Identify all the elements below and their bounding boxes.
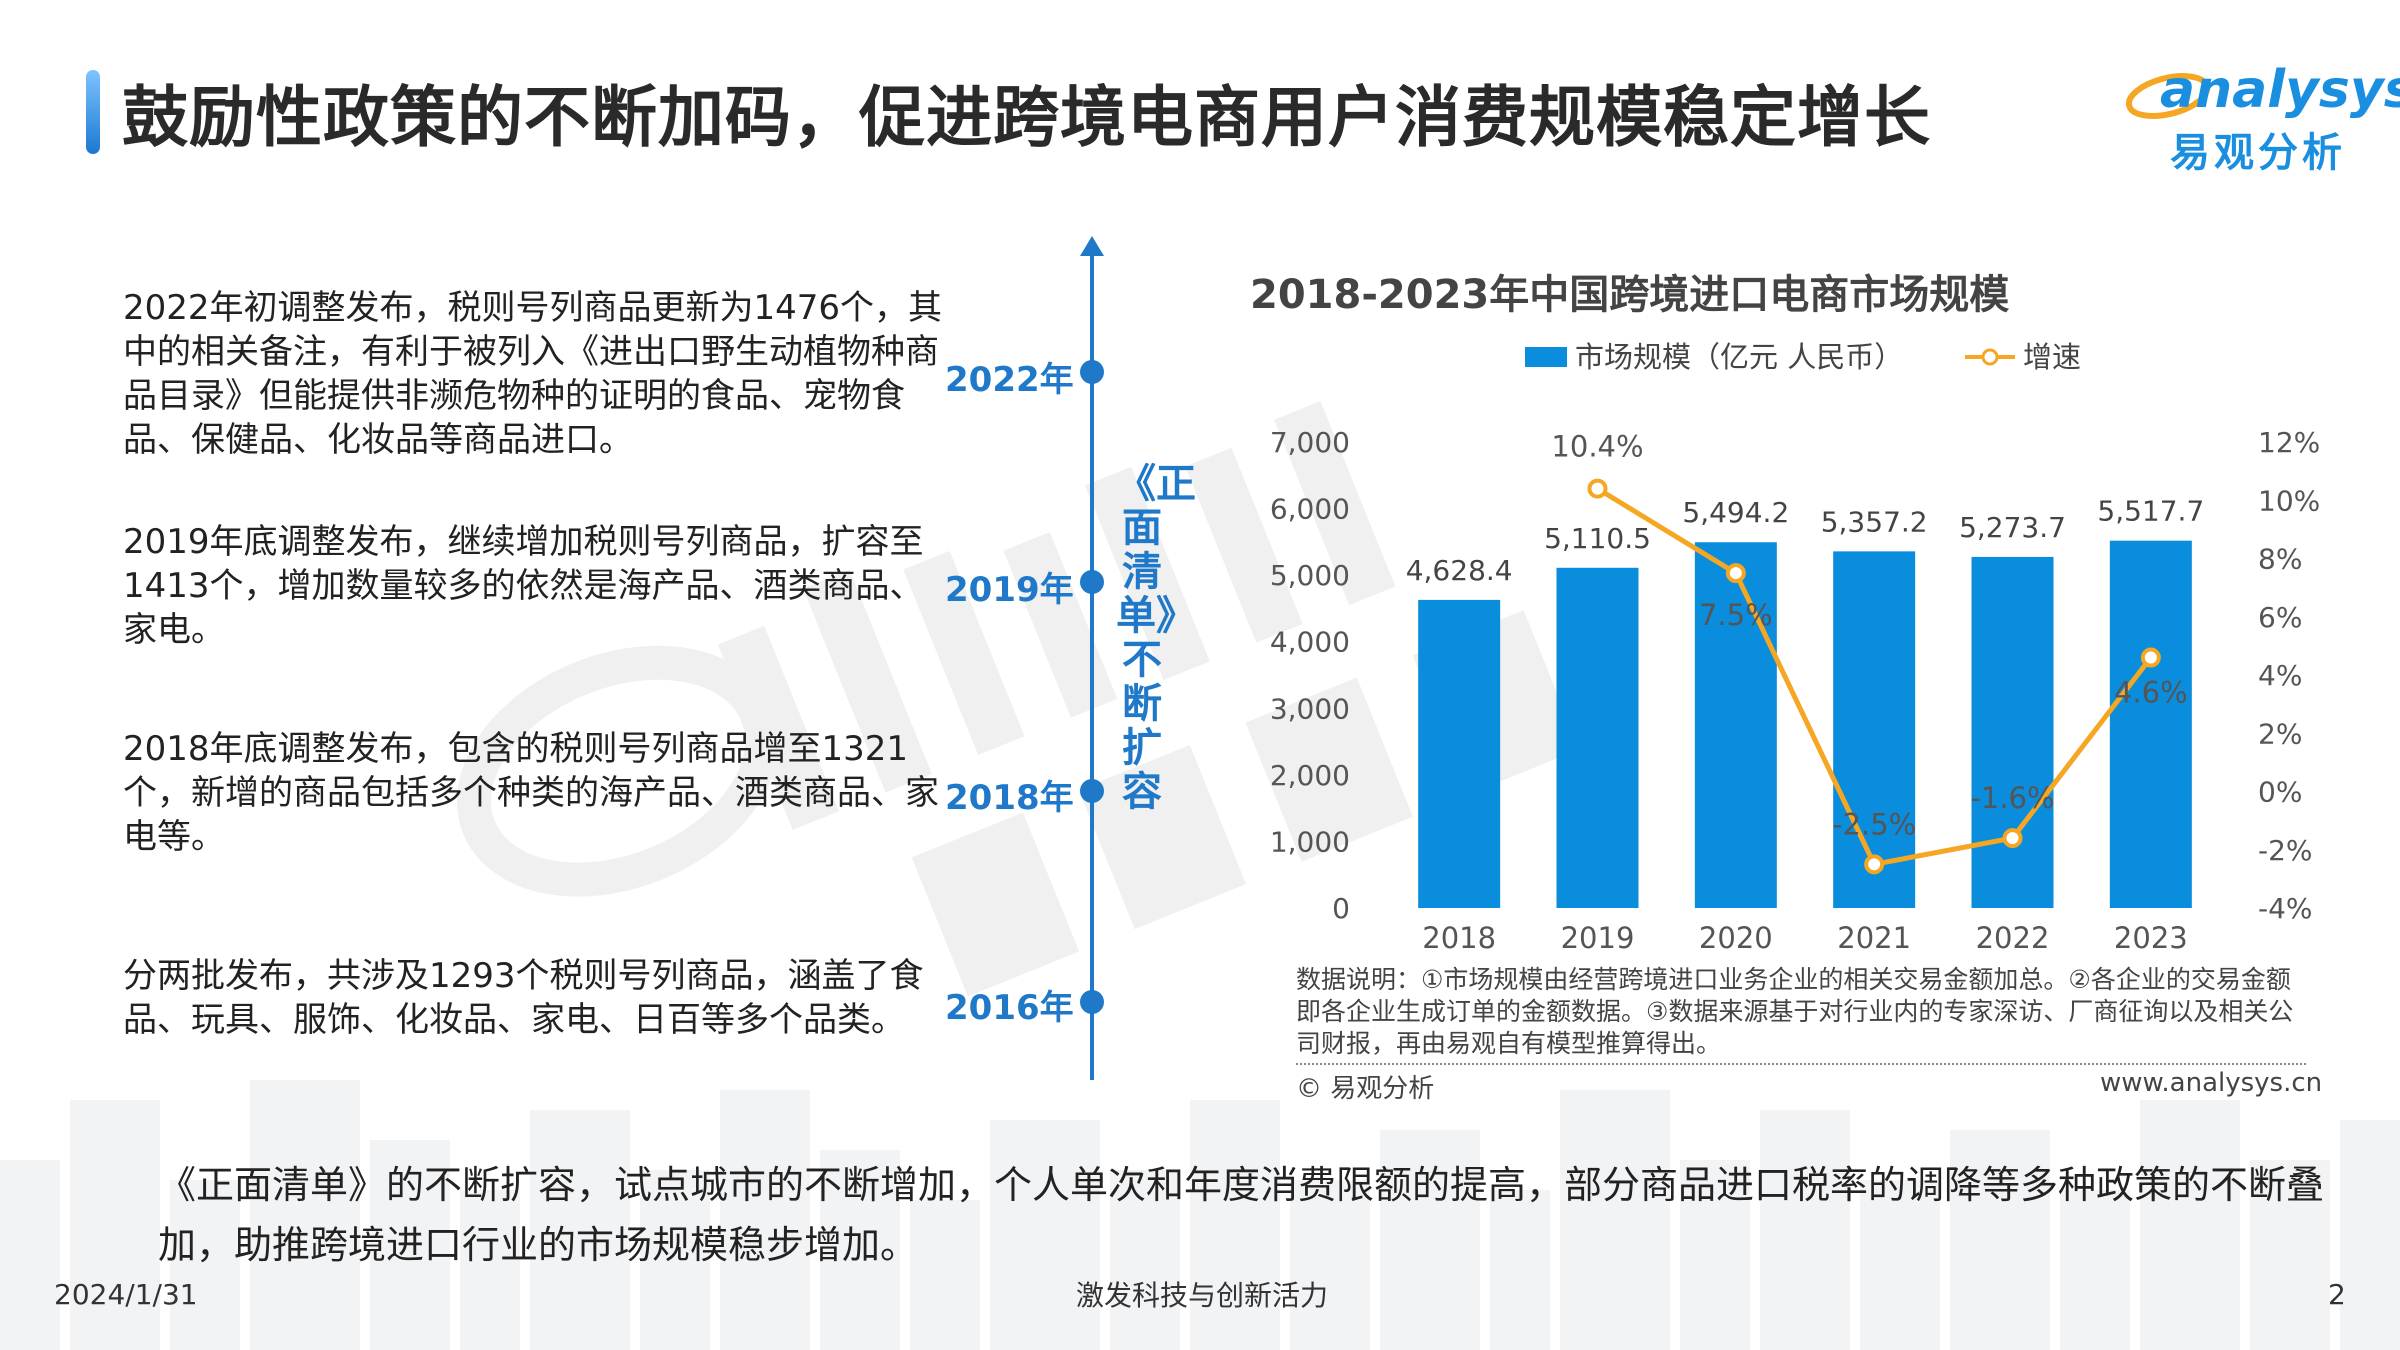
right-axis-tick-label: 6% bbox=[2258, 601, 2302, 634]
bar-2022 bbox=[1971, 556, 2054, 908]
growth-value-label: 7.5% bbox=[1699, 598, 1773, 632]
legend-line-label: 增速 bbox=[2023, 340, 2081, 374]
website-link[interactable]: www.analysys.cn bbox=[2100, 1068, 2323, 1098]
bar-2020 bbox=[1694, 542, 1777, 908]
analysys-logo-icon bbox=[2125, 73, 2211, 119]
growth-value-label: 4.6% bbox=[2114, 676, 2188, 710]
footer-date: 2024/1/31 bbox=[54, 1278, 198, 1311]
bar-value-label: 4,628.4 bbox=[1406, 554, 1513, 587]
timeline-dot-2016 bbox=[1080, 990, 1104, 1014]
bar-value-label: 5,357.2 bbox=[1821, 505, 1928, 538]
note-divider bbox=[1296, 1063, 2306, 1065]
city-skyline-background bbox=[0, 1080, 2400, 1350]
timeline-year-2019: 2019年 bbox=[945, 570, 1074, 610]
x-axis-tick-label: 2020 bbox=[1699, 921, 1773, 955]
growth-value-label: -2.5% bbox=[1832, 807, 1916, 841]
left-axis-tick-label: 7,000 bbox=[1270, 426, 1350, 459]
bar-value-label: 5,494.2 bbox=[1682, 496, 1789, 529]
logo-subtitle: 易观分析 bbox=[2170, 130, 2346, 176]
market-size-chart: 市场规模（亿元 人民币） 增速 0 1,000 2,000 3,000 4,000 5,000… bbox=[1270, 340, 2320, 955]
right-axis-tick-label: 12% bbox=[2258, 426, 2320, 459]
bar-2018 bbox=[1418, 599, 1501, 908]
left-axis-tick-label: 4,000 bbox=[1270, 626, 1350, 659]
logo-wordmark: analysys bbox=[2160, 60, 2400, 120]
timeline-dot-2019 bbox=[1080, 570, 1104, 594]
x-axis-tick-label: 2019 bbox=[1561, 921, 1635, 955]
timeline-arrowhead bbox=[1080, 236, 1104, 256]
growth-point-2023 bbox=[2140, 647, 2161, 668]
x-axis-tick-label: 2018 bbox=[1422, 921, 1496, 955]
left-axis-tick-label: 3,000 bbox=[1270, 692, 1350, 725]
timeline-year-2018: 2018年 bbox=[945, 778, 1074, 818]
legend-bar-label: 市场规模（亿元 人民币） bbox=[1575, 340, 1903, 374]
right-axis-tick-label: 4% bbox=[2258, 659, 2302, 692]
bar-value-label: 5,517.7 bbox=[2097, 495, 2204, 528]
right-axis-tick-label: 0% bbox=[2258, 776, 2302, 809]
bar-value-label: 5,273.7 bbox=[1959, 511, 2066, 544]
growth-value-label: 10.4% bbox=[1551, 430, 1643, 464]
left-axis-tick-label: 6,000 bbox=[1270, 493, 1350, 526]
x-axis-tick-label: 2023 bbox=[2114, 921, 2188, 955]
title-accent-bar bbox=[86, 70, 100, 154]
growth-value-label: -1.6% bbox=[1970, 781, 2054, 815]
left-axis-tick-label: 2,000 bbox=[1270, 759, 1350, 792]
timeline-dot-2018 bbox=[1080, 779, 1104, 803]
bar-2019 bbox=[1556, 567, 1639, 908]
source-label: © 易观分析 bbox=[1296, 1074, 1435, 1104]
growth-point-2021 bbox=[1864, 854, 1885, 875]
growth-point-2022 bbox=[2002, 828, 2023, 849]
left-axis-tick-label: 5,000 bbox=[1270, 559, 1350, 592]
x-axis-tick-label: 2021 bbox=[1837, 921, 1911, 955]
legend-line-marker bbox=[1981, 348, 1999, 366]
growth-point-2020 bbox=[1725, 563, 1746, 584]
bar-2023 bbox=[2109, 540, 2192, 908]
right-axis-tick-label: 10% bbox=[2258, 484, 2320, 517]
growth-point-2019 bbox=[1587, 478, 1608, 499]
chart-data-note: 数据说明：①市场规模由经营跨境进口业务企业的相关交易金额加总。②各企业的交易金额… bbox=[1296, 965, 2294, 1058]
timeline-text-2016: 分两批发布，共涉及1293个税则号列商品，涵盖了食品、玩具、服饰、化妆品、家电、… bbox=[123, 956, 924, 1040]
timeline-text-2018: 2018年底调整发布，包含的税则号列商品增至1321个，新增的商品包括多个种类的… bbox=[123, 729, 939, 857]
x-axis-tick-label: 2022 bbox=[1976, 921, 2050, 955]
timeline-text-2022: 2022年初调整发布，税则号列商品更新为1476个，其中的相关备注，有利于被列入… bbox=[123, 288, 943, 460]
right-axis-tick-label: 8% bbox=[2258, 543, 2302, 576]
timeline-dot-2022 bbox=[1080, 360, 1104, 384]
left-axis-tick-label: 1,000 bbox=[1270, 825, 1350, 858]
timeline-vertical-label: 《正面清单》不断扩容 bbox=[1116, 461, 1196, 815]
timeline-year-2022: 2022年 bbox=[945, 360, 1074, 400]
right-axis-tick-label: -2% bbox=[2258, 834, 2313, 867]
right-axis-tick-label: -4% bbox=[2258, 892, 2313, 925]
conclusion-text: 《正面清单》的不断扩容，试点城市的不断增加，个人单次和年度消费限额的提高，部分商… bbox=[158, 1163, 2325, 1267]
left-axis-tick-label: 0 bbox=[1332, 892, 1350, 925]
page-number: 2 bbox=[2328, 1278, 2346, 1311]
right-axis-tick-label: 2% bbox=[2258, 717, 2302, 750]
footer-slogan: 激发科技与创新活力 bbox=[1076, 1279, 1329, 1312]
chart-title: 2018-2023年中国跨境进口电商市场规模 bbox=[1250, 272, 2010, 318]
timeline-text-2019: 2019年底调整发布，继续增加税则号列商品，扩容至1413个，增加数量较多的依然… bbox=[123, 522, 924, 650]
timeline-year-2016: 2016年 bbox=[945, 988, 1074, 1028]
timeline-axis bbox=[1090, 250, 1094, 1080]
bar-value-label: 5,110.5 bbox=[1544, 522, 1651, 555]
legend-bar-swatch bbox=[1525, 347, 1567, 367]
bar-2021 bbox=[1833, 551, 1916, 908]
page-title: 鼓励性政策的不断加码，促进跨境电商用户消费规模稳定增长 bbox=[122, 79, 1931, 156]
